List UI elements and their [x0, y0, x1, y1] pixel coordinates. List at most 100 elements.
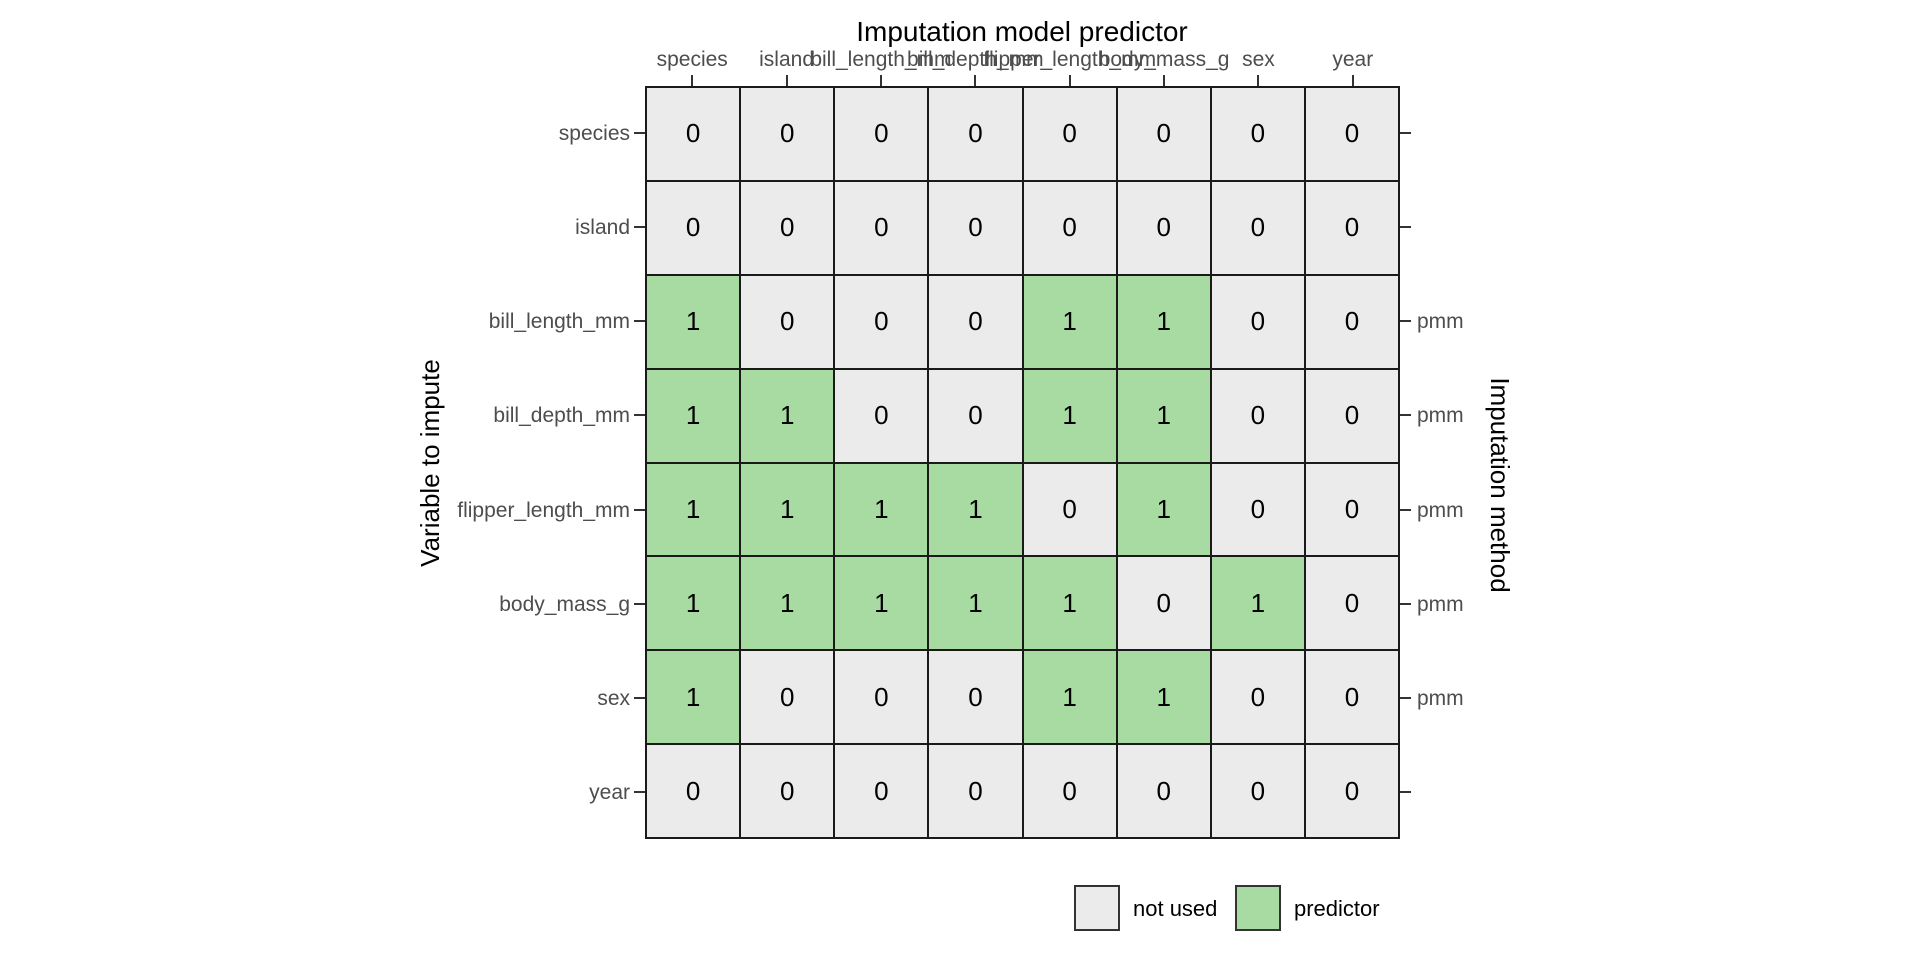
left-tick [634, 696, 645, 699]
matrix-cell-body_mass_g-species: 1 [646, 556, 741, 651]
matrix-cell-body_mass_g-sex: 1 [1210, 556, 1305, 651]
column-label-sex: sex [1242, 48, 1275, 71]
matrix-cell-bill_length_mm-year: 0 [1304, 274, 1399, 369]
matrix-cell-island-flipper_length_mm: 0 [1022, 180, 1117, 275]
matrix-cell-bill_length_mm-body_mass_g: 1 [1116, 274, 1211, 369]
matrix-cell-island-species: 0 [646, 180, 741, 275]
left-tick [634, 414, 645, 417]
matrix-cell-sex-flipper_length_mm: 1 [1022, 650, 1117, 745]
method-label-bill_length_mm: pmm [1417, 310, 1464, 334]
right-tick [1400, 696, 1411, 699]
legend-swatch-predictor [1235, 885, 1281, 931]
matrix-cell-body_mass_g-bill_length_mm: 1 [834, 556, 929, 651]
row-label-species: species [558, 122, 630, 146]
matrix-cell-bill_depth_mm-bill_length_mm: 0 [834, 368, 929, 463]
right-tick [1400, 790, 1411, 793]
matrix-cell-sex-year: 0 [1304, 650, 1399, 745]
plot-title: Imputation model predictor [856, 16, 1188, 47]
right-tick [1400, 508, 1411, 511]
matrix-cell-bill_length_mm-flipper_length_mm: 1 [1022, 274, 1117, 369]
left-tick [634, 508, 645, 511]
matrix-cell-island-bill_depth_mm: 0 [928, 180, 1023, 275]
right-tick [1400, 320, 1411, 323]
matrix-cell-sex-island: 0 [740, 650, 835, 745]
left-tick [634, 132, 645, 135]
top-tick [974, 75, 977, 86]
matrix-cell-species-sex: 0 [1210, 87, 1305, 181]
matrix-cell-island-island: 0 [740, 180, 835, 275]
column-label-bill_depth_mm: bill_depth_mm [907, 48, 1044, 71]
top-tick [879, 75, 882, 86]
left-tick [634, 602, 645, 605]
matrix-cell-sex-sex: 0 [1210, 650, 1305, 745]
right-tick [1400, 602, 1411, 605]
matrix-cell-bill_depth_mm-flipper_length_mm: 1 [1022, 368, 1117, 463]
matrix-cell-bill_depth_mm-year: 0 [1304, 368, 1399, 463]
matrix-cell-island-sex: 0 [1210, 180, 1305, 275]
matrix-cell-sex-bill_length_mm: 0 [834, 650, 929, 745]
matrix-cell-bill_depth_mm-body_mass_g: 1 [1116, 368, 1211, 463]
row-label-island: island [575, 216, 630, 240]
matrix-cell-species-bill_length_mm: 0 [834, 87, 929, 181]
matrix-cell-bill_depth_mm-sex: 0 [1210, 368, 1305, 463]
matrix-cell-species-bill_depth_mm: 0 [928, 87, 1023, 181]
matrix-cell-flipper_length_mm-body_mass_g: 1 [1116, 462, 1211, 557]
matrix-cell-species-flipper_length_mm: 0 [1022, 87, 1117, 181]
matrix-cell-bill_length_mm-bill_length_mm: 0 [834, 274, 929, 369]
top-tick [1351, 75, 1354, 86]
matrix-cell-bill_depth_mm-bill_depth_mm: 0 [928, 368, 1023, 463]
matrix-cell-bill_length_mm-species: 1 [646, 274, 741, 369]
legend-swatch-not-used [1074, 885, 1120, 931]
method-label-flipper_length_mm: pmm [1417, 498, 1464, 522]
top-tick [1163, 75, 1166, 86]
matrix-cell-flipper_length_mm-sex: 0 [1210, 462, 1305, 557]
matrix-cell-flipper_length_mm-species: 1 [646, 462, 741, 557]
matrix-cell-flipper_length_mm-bill_length_mm: 1 [834, 462, 929, 557]
row-label-body_mass_g: body_mass_g [499, 592, 630, 616]
matrix-cell-body_mass_g-island: 1 [740, 556, 835, 651]
matrix-cell-year-body_mass_g: 0 [1116, 744, 1211, 838]
top-tick [1257, 75, 1260, 86]
legend-label-not-used: not used [1133, 896, 1218, 921]
right-tick [1400, 132, 1411, 135]
matrix-cell-body_mass_g-flipper_length_mm: 1 [1022, 556, 1117, 651]
matrix-cell-bill_depth_mm-island: 1 [740, 368, 835, 463]
top-tick [1068, 75, 1071, 86]
column-label-year: year [1332, 48, 1374, 71]
column-label-body_mass_g: body_mass_g [1098, 48, 1230, 71]
matrix-cell-year-sex: 0 [1210, 744, 1305, 838]
y2-axis-title: Imputation method [1485, 377, 1515, 593]
matrix-cell-island-bill_length_mm: 0 [834, 180, 929, 275]
matrix-cell-body_mass_g-year: 0 [1304, 556, 1399, 651]
row-label-flipper_length_mm: flipper_length_mm [457, 498, 630, 522]
matrix-cell-year-flipper_length_mm: 0 [1022, 744, 1117, 838]
left-tick [634, 790, 645, 793]
method-label-bill_depth_mm: pmm [1417, 404, 1464, 428]
matrix-cell-species-year: 0 [1304, 87, 1399, 181]
matrix-cell-flipper_length_mm-flipper_length_mm: 0 [1022, 462, 1117, 557]
row-label-sex: sex [597, 686, 630, 710]
column-label-bill_length_mm: bill_length_mm [810, 48, 952, 71]
matrix-cell-species-island: 0 [740, 87, 835, 181]
matrix-cell-flipper_length_mm-year: 0 [1304, 462, 1399, 557]
left-tick [634, 320, 645, 323]
matrix-cell-bill_depth_mm-species: 1 [646, 368, 741, 463]
column-label-island: island [759, 48, 814, 71]
right-tick [1400, 226, 1411, 229]
row-label-bill_length_mm: bill_length_mm [488, 310, 630, 334]
matrix-cell-island-year: 0 [1304, 180, 1399, 275]
column-label-flipper_length_mm: flipper_length_mm [983, 48, 1157, 71]
method-label-body_mass_g: pmm [1417, 592, 1464, 616]
matrix-cell-year-year: 0 [1304, 744, 1399, 838]
matrix-cell-species-body_mass_g: 0 [1116, 87, 1211, 181]
matrix-cell-year-island: 0 [740, 744, 835, 838]
matrix-cell-bill_length_mm-sex: 0 [1210, 274, 1305, 369]
top-tick [785, 75, 788, 86]
row-label-year: year [589, 780, 630, 804]
matrix-cell-sex-bill_depth_mm: 0 [928, 650, 1023, 745]
y-axis-title: Variable to impute [415, 359, 445, 567]
top-tick [691, 75, 694, 86]
matrix-cell-sex-species: 1 [646, 650, 741, 745]
row-label-bill_depth_mm: bill_depth_mm [493, 404, 630, 428]
